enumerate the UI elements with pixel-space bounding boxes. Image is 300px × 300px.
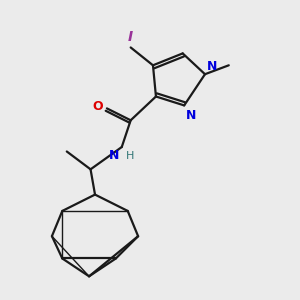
Text: N: N [186,109,197,122]
Text: I: I [128,31,133,44]
Text: N: N [207,60,218,73]
Text: H: H [126,151,135,160]
Text: N: N [109,148,119,161]
Text: O: O [93,100,103,113]
